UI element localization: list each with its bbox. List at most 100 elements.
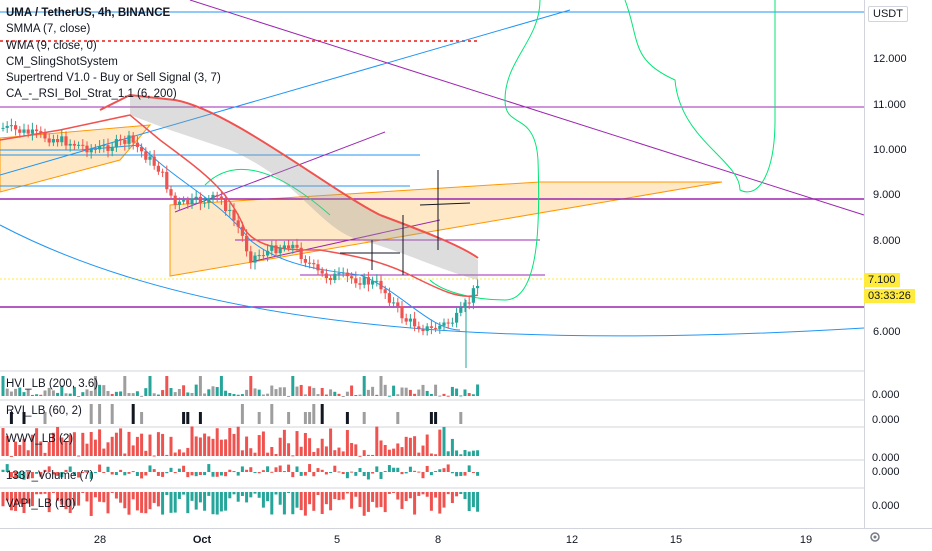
histogram-bar [98,384,102,396]
histogram-bar [375,492,379,508]
pane-value-1337: 0.000 [872,466,900,478]
candle-body [207,198,211,203]
histogram-bar [161,472,165,477]
histogram-bar [392,492,396,493]
histogram-bar [303,492,307,516]
histogram-bar [198,412,202,424]
histogram-bar [463,492,467,500]
histogram-bar [156,472,160,476]
histogram-bar [203,472,207,476]
histogram-bar [60,492,64,505]
currency-button[interactable]: USDT [868,6,908,22]
histogram-bar [459,472,463,476]
histogram-bar [253,472,257,473]
histogram-bar [219,439,223,456]
triangle-pattern-lower [169,181,723,277]
indicator-supertrend[interactable]: Supertrend V1.0 - Buy or Sell Signal (3,… [6,72,221,85]
histogram-bar [22,412,26,424]
time-label: 5 [333,534,341,546]
histogram-bar [287,412,291,424]
candle-body [249,251,253,263]
candle-body [72,143,76,146]
candle-body [278,248,282,254]
histogram-bar [450,472,454,474]
histogram-bar [190,426,194,456]
histogram-bar [93,472,97,473]
histogram-bar [219,376,223,396]
candle-body [18,129,22,133]
histogram-bar [434,384,438,396]
histogram-bar [257,472,261,474]
candle-body [68,143,72,146]
histogram-bar [194,472,198,477]
histogram-bar [312,387,316,396]
histogram-bar [312,472,316,477]
histogram-bar [404,472,408,474]
histogram-bar [135,492,139,511]
histogram-bar [224,390,228,396]
histogram-bar [156,492,160,507]
pane-label-vapi[interactable]: VAPI_LB (10) [6,498,76,510]
histogram-bar [476,472,480,476]
histogram-bar [131,492,135,500]
symbol-title[interactable]: UMA / TetherUS, 4h, BINANCE [6,7,171,19]
histogram-bar [299,384,303,396]
histogram-bar [274,389,278,396]
candle-body [345,272,349,277]
histogram-bar [379,472,383,479]
histogram-bar [316,394,320,396]
histogram-bar [261,394,265,396]
histogram-bar [383,444,387,456]
histogram-bar [47,441,51,456]
candle-body [392,302,396,304]
histogram-bar [140,472,144,479]
indicator-smma[interactable]: SMMA (7, close) [6,23,91,36]
histogram-bar [110,472,114,475]
price-axis[interactable]: 13 12.000 11.000 10.000 9.000 8.000 6.00… [864,0,932,528]
histogram-bar [60,385,64,396]
histogram-bar [68,434,72,456]
candle-body [236,220,240,227]
histogram-bar [51,472,55,475]
candle-body [324,273,328,279]
histogram-bar [81,432,85,456]
histogram-bar [5,436,9,456]
histogram-bar [295,466,299,472]
indicator-rsi-bol[interactable]: CA_-_RSI_Bol_Strat_1.1 (6, 200) [6,88,177,101]
histogram-bar [203,492,207,511]
histogram-bar [144,450,148,456]
pane-label-hvi[interactable]: HVI_LB (200, 3.6) [6,378,99,390]
pane-label-wwv[interactable]: WWV_LB (2) [6,433,74,445]
indicator-wma[interactable]: WMA (9, close, 0) [6,39,97,52]
histogram-bar [438,469,442,472]
histogram-bar [459,412,463,424]
candle-body [194,196,198,199]
histogram-bar [165,492,169,495]
time-axis[interactable]: 28 Oct 5 8 12 15 19 [0,528,932,551]
gear-icon[interactable] [868,530,882,544]
candle-body [148,156,152,160]
histogram-bar [371,386,375,396]
chart-legend: UMA / TetherUS, 4h, BINANCE SMMA (7, clo… [6,5,221,103]
pane-label-rvi[interactable]: RVI_LB (60, 2) [6,405,82,417]
supertrend-band [130,95,478,280]
histogram-bar [232,492,236,495]
histogram-bar [114,432,118,456]
histogram-bar [291,455,295,457]
indicator-slingshot[interactable]: CM_SlingShotSystem [6,55,118,68]
histogram-bar [442,492,446,508]
pane-label-1337[interactable]: 1337_Volume (7) [6,470,94,482]
histogram-bar [18,472,22,479]
histogram-bar [190,393,194,396]
histogram-bar [173,452,177,456]
histogram-bar [421,445,425,456]
candle-body [379,280,383,290]
candle-body [203,202,207,204]
histogram-bar [60,472,64,478]
histogram-bar [182,452,186,456]
histogram-bar [30,434,34,456]
histogram-bar [127,492,131,515]
histogram-bar [425,465,429,472]
histogram-bar [387,395,391,397]
